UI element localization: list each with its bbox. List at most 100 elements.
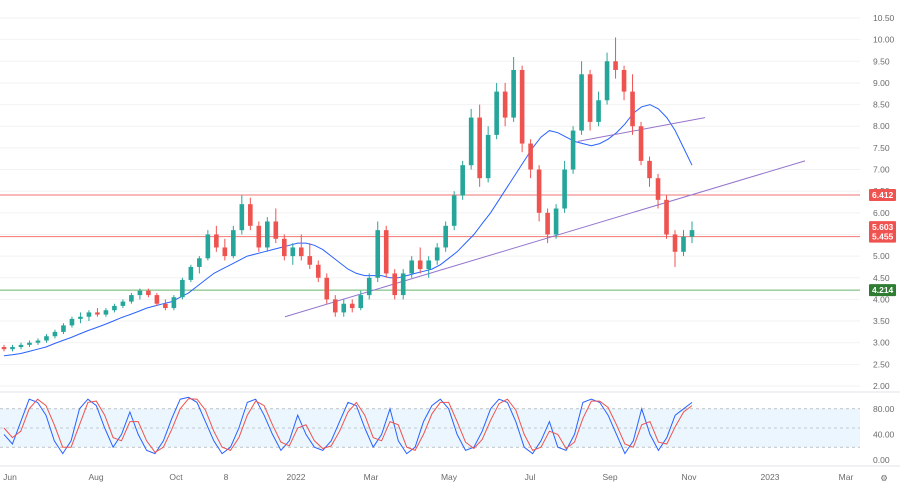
candle-body <box>392 273 398 296</box>
candle <box>281 234 287 261</box>
oscillator-y-axis: 80.00 40.00 0.00 <box>873 404 895 465</box>
candle-body <box>281 238 287 257</box>
candle-body <box>61 325 66 332</box>
candle-body <box>129 295 134 302</box>
candle-body <box>485 134 491 179</box>
candle <box>358 290 364 311</box>
candle-body <box>511 69 516 118</box>
candle-body <box>256 225 262 248</box>
candle-body <box>460 165 465 196</box>
y-tick-label: 8.50 <box>873 100 890 110</box>
candle <box>604 52 610 105</box>
candles <box>1 37 695 352</box>
candle <box>349 299 355 313</box>
price-level-badge-bg <box>869 230 896 243</box>
candle-body <box>366 277 372 296</box>
candle-body <box>197 258 202 267</box>
candle <box>383 225 389 278</box>
y-tick-label: 5.00 <box>873 251 890 261</box>
candle <box>528 139 533 179</box>
grid-lines <box>0 17 860 387</box>
candle <box>613 37 618 79</box>
candle-body <box>315 264 321 278</box>
candle <box>562 160 567 213</box>
candle-body <box>519 69 525 144</box>
candle <box>112 303 117 313</box>
candle-body <box>689 230 695 237</box>
candle-body <box>86 312 92 317</box>
candle <box>298 234 304 261</box>
x-tick-label: 2022 <box>287 472 306 482</box>
candle-body <box>324 277 330 300</box>
candle-body <box>664 199 669 235</box>
x-tick-label: Mar <box>839 472 854 482</box>
candle <box>18 342 24 350</box>
candle <box>137 288 143 300</box>
candle <box>205 230 211 261</box>
candle-body <box>383 230 389 274</box>
price-badge: 5.603 <box>869 221 896 234</box>
candle <box>570 126 576 174</box>
candle <box>315 260 321 283</box>
y-tick-label: 7.00 <box>873 165 890 175</box>
candle <box>536 165 542 222</box>
candle <box>468 108 474 170</box>
candle-body <box>52 331 58 337</box>
y-tick-label: 8.00 <box>873 121 890 131</box>
candle-body <box>180 279 185 298</box>
candle-body <box>477 117 482 179</box>
candle-body <box>638 126 644 161</box>
candle-body <box>528 143 533 170</box>
candle <box>214 225 219 252</box>
candle <box>61 323 66 335</box>
candle-body <box>621 69 627 92</box>
candle-body <box>570 130 576 170</box>
x-tick-label: Nov <box>681 472 697 482</box>
y-tick-label: 6.00 <box>873 208 890 218</box>
price-level-badge-bg <box>869 284 896 297</box>
candle-body <box>332 299 338 313</box>
candle-body <box>95 312 100 315</box>
candle-body <box>103 310 109 315</box>
settings-gear-icon[interactable]: ⚙ <box>880 473 888 483</box>
candle <box>239 195 245 235</box>
candle-body <box>562 169 567 209</box>
candle-body <box>400 273 406 296</box>
price-level-badge: 5.455 <box>869 230 896 243</box>
candle <box>460 160 465 200</box>
candle <box>392 269 398 300</box>
candle <box>78 312 83 324</box>
candle-body <box>10 347 15 350</box>
candle-body <box>171 297 177 309</box>
candle-body <box>222 247 228 257</box>
x-tick-label: Jul <box>525 472 536 482</box>
candle-body <box>451 195 457 226</box>
candle-body <box>154 295 160 304</box>
price-level-badge: 6.412 <box>869 188 896 201</box>
candle <box>120 299 126 309</box>
candle <box>647 156 652 187</box>
candle-body <box>587 74 593 122</box>
candle-body <box>341 303 347 313</box>
oscillator-tick-label: 80.00 <box>873 404 895 414</box>
candle <box>579 61 584 135</box>
candle <box>273 208 279 244</box>
candle <box>171 295 177 311</box>
candle <box>434 243 440 265</box>
candle <box>180 277 185 300</box>
candle <box>689 221 695 244</box>
candle-body <box>205 234 211 259</box>
candle <box>672 230 678 267</box>
candle <box>154 292 160 306</box>
candle-body <box>273 221 279 239</box>
candle <box>1 344 7 352</box>
y-tick-label: 2.00 <box>873 381 890 391</box>
candle-body <box>604 61 610 101</box>
price-level-badge: 4.214 <box>869 284 896 297</box>
candle <box>366 273 372 300</box>
candle-body <box>239 204 245 231</box>
candle <box>248 197 253 231</box>
price-badge-label: 5.603 <box>872 222 894 232</box>
candle <box>129 292 134 304</box>
